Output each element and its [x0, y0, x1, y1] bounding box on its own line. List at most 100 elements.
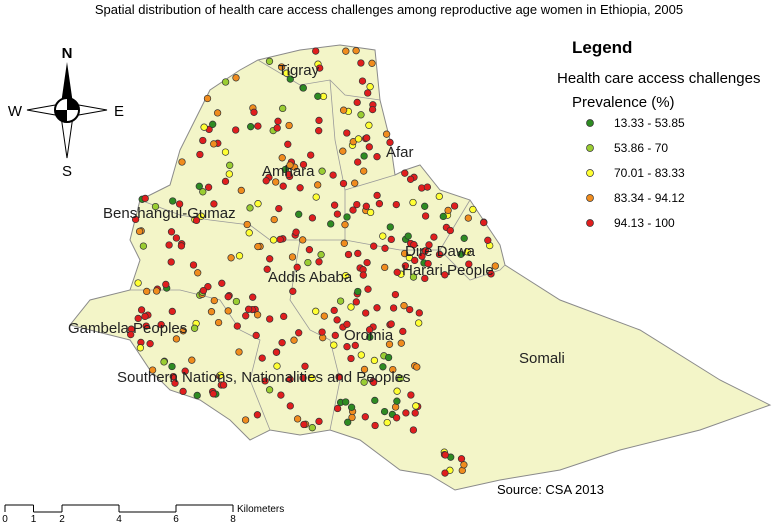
cluster-point: [274, 117, 282, 125]
cluster-point: [339, 106, 348, 114]
cluster-point: [352, 47, 360, 55]
cluster-point: [387, 235, 395, 244]
cluster-point: [339, 179, 348, 188]
cluster-point: [421, 212, 430, 220]
cluster-point: [200, 123, 208, 131]
cluster-point: [193, 391, 201, 400]
cluster-point: [293, 263, 301, 271]
cluster-point: [352, 298, 360, 306]
cluster-point: [312, 193, 320, 201]
cluster-point: [383, 418, 391, 427]
cluster-point: [424, 260, 432, 268]
cluster-point: [441, 451, 449, 459]
cluster-point: [370, 356, 379, 365]
cluster-point: [221, 148, 230, 156]
cluster-point: [286, 75, 294, 83]
cluster-point: [371, 396, 379, 405]
region-label: Tigray: [278, 62, 320, 79]
cluster-point: [379, 363, 387, 371]
cluster-point: [369, 378, 378, 387]
cluster-point: [491, 262, 499, 270]
cluster-point: [364, 89, 372, 97]
cluster-point: [410, 241, 418, 249]
cluster-point: [435, 192, 443, 201]
cluster-points: [127, 47, 499, 477]
cluster-point: [300, 420, 308, 429]
cluster-point: [279, 104, 287, 113]
legend-heading: Prevalence (%): [572, 94, 675, 111]
cluster-point: [252, 331, 260, 340]
cluster-point: [435, 250, 444, 259]
cluster-point: [344, 250, 353, 259]
cluster-point: [192, 216, 201, 225]
legend-swatch: [586, 219, 594, 227]
cluster-point: [194, 269, 202, 277]
cluster-point: [381, 244, 389, 252]
region-labels: Tigray Amhara Afar Benshangul-Gumaz Dire Daw…: [68, 62, 565, 386]
cluster-point: [382, 130, 391, 138]
cluster-point: [351, 179, 359, 187]
cluster-point: [484, 236, 492, 244]
cluster-point: [315, 417, 323, 426]
cluster-point: [480, 218, 488, 227]
cluster-point: [181, 367, 189, 375]
cluster-point: [418, 252, 426, 260]
cluster-point: [196, 150, 204, 159]
cluster-point: [203, 94, 212, 103]
cluster-point: [343, 129, 351, 137]
cluster-point: [279, 182, 287, 190]
cluster-point: [347, 403, 356, 411]
cluster-point: [199, 286, 208, 295]
cluster-point: [195, 182, 203, 190]
cluster-point: [315, 116, 323, 125]
cluster-point: [265, 386, 274, 394]
cluster-point: [165, 241, 173, 249]
cluster-point: [365, 326, 374, 334]
cluster-point: [225, 170, 233, 178]
cluster-point: [254, 122, 262, 130]
cluster-point: [148, 366, 157, 374]
cluster-point: [386, 138, 394, 147]
cluster-point: [179, 387, 187, 396]
cluster-point: [391, 290, 400, 299]
cluster-point: [393, 268, 401, 276]
cluster-point: [232, 297, 241, 306]
cluster-point: [400, 249, 409, 258]
scale-unit: Kilometers: [237, 504, 284, 515]
cluster-point: [258, 354, 266, 362]
cluster-point: [457, 250, 465, 258]
cluster-point: [441, 271, 449, 279]
cluster-point: [393, 387, 401, 395]
cluster-point: [146, 340, 154, 348]
cluster-point: [263, 265, 271, 273]
cluster-point: [384, 353, 393, 362]
cluster-point: [460, 234, 468, 242]
cluster-point: [315, 258, 323, 266]
legend-label: 94.13 - 100: [614, 216, 675, 230]
cluster-point: [463, 248, 471, 256]
cluster-point: [232, 126, 240, 134]
cluster-point: [224, 293, 232, 301]
cluster-point: [143, 287, 151, 296]
cluster-point: [288, 253, 297, 261]
cluster-point: [179, 327, 187, 335]
cluster-point: [333, 210, 342, 218]
cluster-point: [353, 98, 361, 107]
cluster-point: [285, 170, 293, 179]
scale-label: 0: [2, 514, 8, 525]
cluster-point: [360, 167, 368, 175]
cluster-point: [425, 241, 433, 249]
scale-label: 1: [31, 514, 37, 525]
cluster-point: [446, 226, 454, 235]
cluster-point: [269, 236, 278, 244]
cluster-point: [289, 287, 297, 295]
cluster-point: [331, 331, 339, 340]
legend-label: 13.33 - 53.85: [614, 116, 685, 130]
cluster-point: [253, 311, 262, 319]
cluster-point: [357, 351, 365, 359]
cluster-point: [275, 204, 283, 213]
cluster-point: [347, 354, 355, 363]
scale-label: 2: [59, 514, 65, 525]
cluster-point: [290, 336, 298, 344]
